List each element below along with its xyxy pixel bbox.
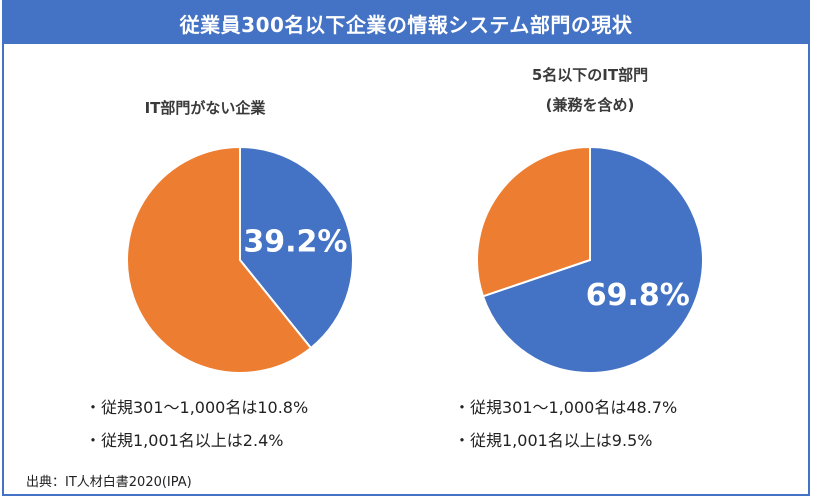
pie-chart-left: 39.2% <box>126 145 354 374</box>
pie-slice-1-0 <box>481 145 704 374</box>
note-item: ・従規301〜1,000名は48.7% <box>454 398 678 417</box>
left-chart-title: IT部門がない企業 <box>60 93 350 123</box>
right-chart-title: 5名以下のIT部門 (兼務を含め) <box>440 60 740 120</box>
note-item: ・従規1,001名以上は2.4% <box>85 431 284 450</box>
left-notes: ・従規301〜1,000名は10.8% ・従規1,001名以上は2.4% <box>85 391 308 457</box>
right-chart-title-text: 5名以下のIT部門 <box>531 66 649 84</box>
pie-chart-right: 69.8% <box>476 145 704 374</box>
pie-slice-0-1 <box>126 145 313 374</box>
page-title: 従業員300名以下企業の情報システム部門の現状 <box>4 2 808 44</box>
pie-slice-0-0 <box>239 145 354 350</box>
left-chart-title-text: IT部門がない企業 <box>144 99 266 117</box>
pie-data-label-0: 39.2% <box>243 224 347 259</box>
note-item: ・従規301〜1,000名は10.8% <box>85 398 309 417</box>
pie-data-label-1: 69.8% <box>586 278 690 313</box>
pie-slice-1-1 <box>476 145 591 298</box>
note-item: ・従規1,001名以上は9.5% <box>454 431 653 450</box>
source-note: 出典：IT人材白書2020(IPA) <box>26 475 192 490</box>
right-notes: ・従規301〜1,000名は48.7% ・従規1,001名以上は9.5% <box>454 391 677 457</box>
right-chart-subtitle-text: (兼務を含め) <box>545 96 635 114</box>
